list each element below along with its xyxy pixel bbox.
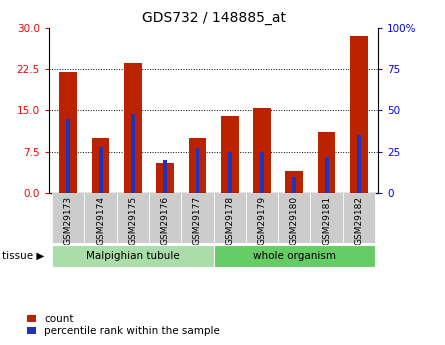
Bar bbox=[311, 193, 343, 243]
Bar bbox=[260, 152, 264, 193]
Bar bbox=[52, 193, 85, 243]
Text: tissue ▶: tissue ▶ bbox=[2, 251, 44, 261]
Bar bbox=[318, 132, 336, 193]
Bar bbox=[60, 72, 77, 193]
Text: GSM29174: GSM29174 bbox=[96, 196, 105, 245]
Bar bbox=[253, 108, 271, 193]
Bar bbox=[117, 193, 149, 243]
Bar bbox=[131, 114, 135, 193]
Bar bbox=[214, 193, 246, 243]
Bar bbox=[85, 193, 117, 243]
Bar bbox=[52, 245, 214, 267]
Bar bbox=[163, 160, 167, 193]
Bar bbox=[149, 193, 181, 243]
Bar bbox=[92, 138, 109, 193]
Bar bbox=[278, 193, 311, 243]
Text: whole organism: whole organism bbox=[253, 251, 336, 261]
Text: Malpighian tubule: Malpighian tubule bbox=[86, 251, 180, 261]
Bar bbox=[124, 63, 142, 193]
Bar bbox=[214, 245, 375, 267]
Bar bbox=[195, 148, 199, 193]
Bar bbox=[246, 193, 278, 243]
Text: GSM29177: GSM29177 bbox=[193, 196, 202, 245]
Text: GSM29173: GSM29173 bbox=[64, 196, 73, 245]
Bar bbox=[189, 138, 206, 193]
Text: GSM29178: GSM29178 bbox=[225, 196, 234, 245]
Bar bbox=[292, 177, 296, 193]
Bar bbox=[66, 119, 70, 193]
Legend: count, percentile rank within the sample: count, percentile rank within the sample bbox=[28, 314, 220, 336]
Text: GSM29182: GSM29182 bbox=[354, 196, 364, 245]
Text: GSM29179: GSM29179 bbox=[258, 196, 267, 245]
Bar bbox=[285, 171, 303, 193]
Bar bbox=[99, 147, 102, 193]
Bar bbox=[156, 163, 174, 193]
Bar bbox=[325, 157, 328, 193]
Bar bbox=[343, 193, 375, 243]
Text: GSM29176: GSM29176 bbox=[161, 196, 170, 245]
Bar bbox=[357, 135, 361, 193]
Text: GSM29175: GSM29175 bbox=[129, 196, 138, 245]
Bar bbox=[350, 36, 368, 193]
Text: GSM29180: GSM29180 bbox=[290, 196, 299, 245]
Text: GSM29181: GSM29181 bbox=[322, 196, 331, 245]
Bar bbox=[228, 152, 232, 193]
Bar bbox=[221, 116, 239, 193]
Title: GDS732 / 148885_at: GDS732 / 148885_at bbox=[142, 11, 286, 25]
Bar bbox=[181, 193, 214, 243]
